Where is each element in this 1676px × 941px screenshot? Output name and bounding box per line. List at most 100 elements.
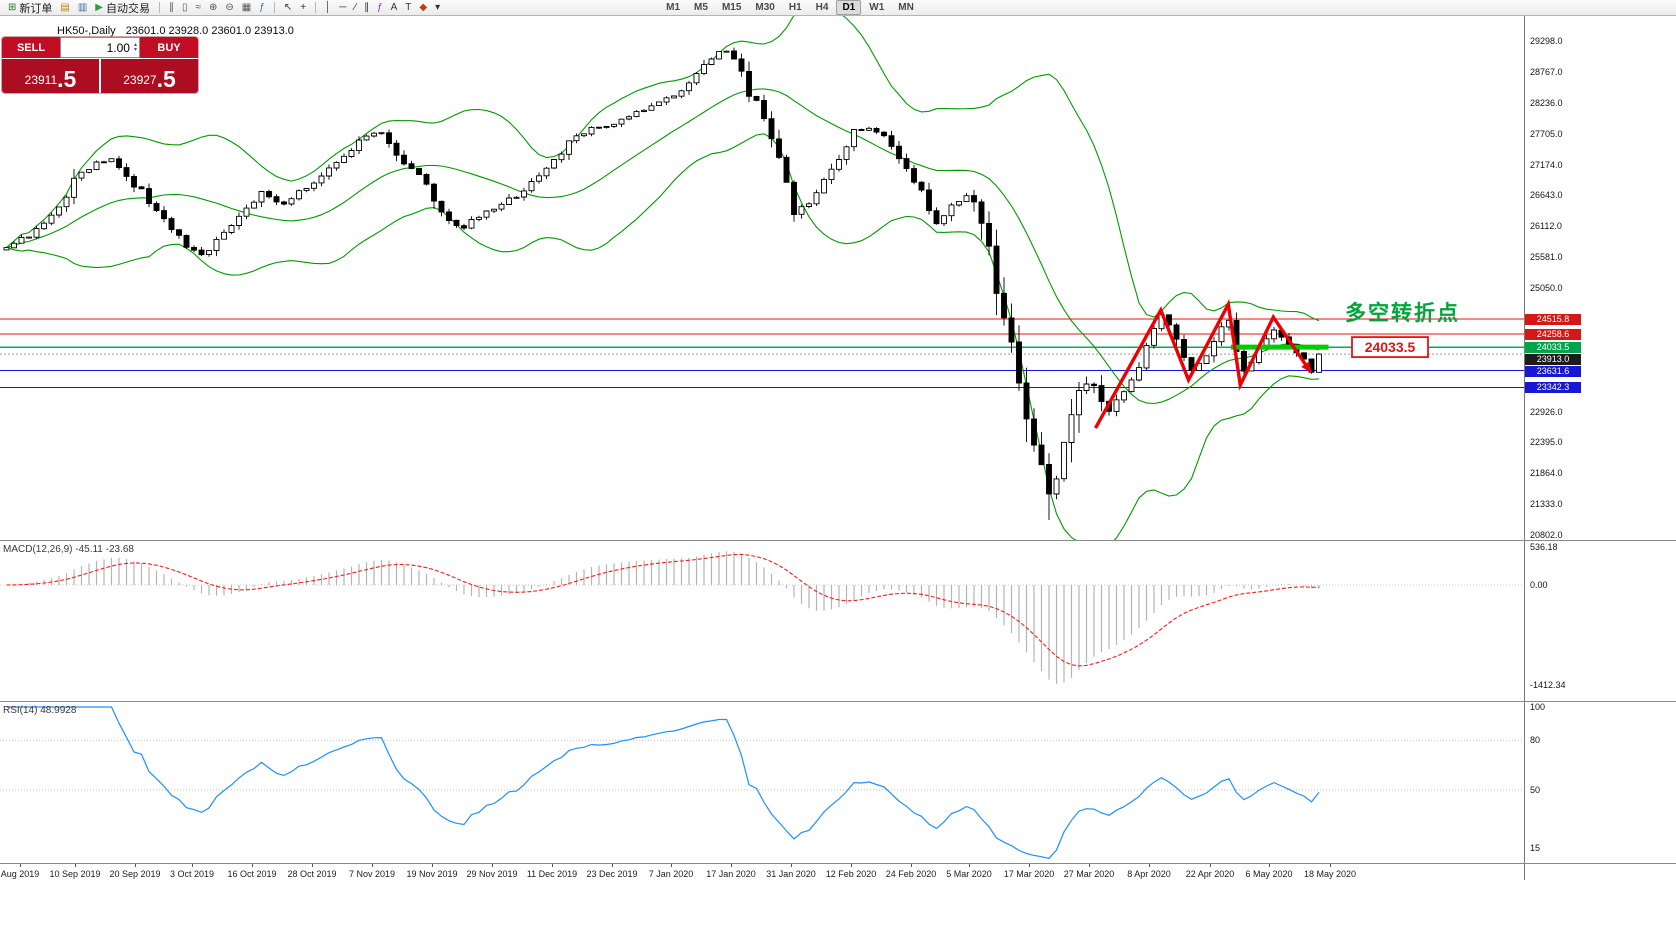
axis-label: 22926.0 <box>1530 407 1563 417</box>
timeframe-w1-button[interactable]: W1 <box>869 2 885 13</box>
axis-label: 25581.0 <box>1530 252 1563 262</box>
text-button[interactable]: A <box>388 1 401 15</box>
candlestick-chart-icon: ▯ <box>182 2 188 13</box>
zigzag-arrow[interactable] <box>1094 298 1313 429</box>
panel-divider-macd-rsi[interactable] <box>0 701 1676 702</box>
volume-input[interactable]: 1.00 ▴ ▾ <box>60 37 140 58</box>
symbol-period-label: HK50-,Daily <box>57 25 116 37</box>
price-label-box[interactable]: 24033.5 <box>1351 336 1429 359</box>
price-tag: 23342.3 <box>1525 382 1581 393</box>
time-label: 11 Dec 2019 <box>526 869 578 879</box>
axis-label: 15 <box>1530 843 1541 853</box>
macd-indicator-label: MACD(12,26,9) -45.11 -23.68 <box>3 544 134 555</box>
time-label: 12 Feb 2020 <box>825 869 877 879</box>
zoom-out-button[interactable]: ⊖ <box>222 1 236 15</box>
toolbar-separator <box>315 2 317 13</box>
time-label: 10 Sep 2019 <box>49 869 101 879</box>
zoom-in-button[interactable]: ⊕ <box>206 1 220 15</box>
text-label-button[interactable]: T <box>402 1 414 15</box>
price-tag: 24258.6 <box>1525 329 1581 340</box>
main-toolbar: ⊞ 新订单 ▤ ▥ ▶ 自动交易 ∥ ▯ ≈ ⊕ ⊖ ▦ ƒ ↖ + │ ─ ∕ ∥ ƒ A T ◆ ▾ M1 M5 M15 M30 H… <box>0 0 1676 16</box>
time-tick <box>75 864 76 867</box>
timeframe-h4-button[interactable]: H4 <box>815 2 829 13</box>
crosshair-button[interactable]: + <box>297 1 309 15</box>
sell-price-button[interactable]: 23911.5 <box>2 59 99 93</box>
buy-price-main: 23927 <box>123 73 157 87</box>
trendline-button[interactable]: ∕ <box>351 1 359 15</box>
autotrading-button[interactable]: ▶ 自动交易 <box>92 1 153 15</box>
time-tick <box>1149 864 1150 867</box>
turning-point-annotation[interactable]: 多空转折点 <box>1345 301 1460 325</box>
timeframe-d1-button[interactable]: D1 <box>836 0 862 15</box>
timeframe-h1-button[interactable]: H1 <box>788 2 802 13</box>
horizontal-level-lines <box>0 318 1524 388</box>
axis-label: 50 <box>1530 785 1541 795</box>
timeframe-m1-button[interactable]: M1 <box>666 2 681 13</box>
price-axis-column[interactable]: 29298.0 28767.0 28236.0 27705.0 27174.0 26643… <box>1524 16 1676 880</box>
time-axis[interactable]: Aug 2019 10 Sep 2019 20 Sep 2019 3 Oct 2019… <box>0 864 1676 880</box>
svg-text:24033.5: 24033.5 <box>1365 339 1416 355</box>
time-tick <box>1210 864 1211 867</box>
sell-button[interactable]: SELL <box>2 37 60 58</box>
time-tick <box>492 864 493 867</box>
timeframe-m30-button[interactable]: M30 <box>755 2 775 13</box>
data-window-button[interactable]: ▥ <box>75 1 90 15</box>
timeframe-m15-button[interactable]: M15 <box>721 2 742 13</box>
axis-label: 28236.0 <box>1530 98 1563 108</box>
spinner-up-icon[interactable]: ▴ <box>133 41 137 48</box>
zoom-in-icon: ⊕ <box>209 2 218 13</box>
arrows-button[interactable]: ◆ <box>416 1 430 15</box>
indicators-button[interactable]: ƒ <box>256 1 268 15</box>
equidistant-channel-button[interactable]: ∥ <box>361 1 372 15</box>
time-tick <box>372 864 373 867</box>
time-tick <box>135 864 136 867</box>
line-chart-button[interactable]: ≈ <box>193 1 205 15</box>
arrows-icon: ◆ <box>419 2 428 13</box>
market-watch-button[interactable]: ▤ <box>57 1 72 15</box>
axis-label: 80 <box>1530 735 1541 745</box>
axis-label: 26643.0 <box>1530 190 1563 200</box>
time-label: 16 Oct 2019 <box>227 869 277 879</box>
crosshair-icon: + <box>300 2 307 13</box>
price-tag: 24033.5 <box>1525 342 1581 353</box>
time-tick <box>731 864 732 867</box>
time-tick <box>791 864 792 867</box>
time-tick <box>312 864 313 867</box>
panel-divider-main-macd[interactable] <box>0 540 1676 541</box>
main-price-chart[interactable]: 多空转折点 24033.5 <box>0 16 1524 540</box>
toolbar-spacer <box>444 7 659 8</box>
time-label: 23 Dec 2019 <box>586 869 638 879</box>
new-order-button[interactable]: ⊞ 新订单 <box>5 1 55 15</box>
time-tick <box>671 864 672 867</box>
text-label-icon: T <box>405 2 412 13</box>
time-label: 3 Oct 2019 <box>169 869 215 879</box>
horizontal-line-button[interactable]: ─ <box>336 1 349 15</box>
timeframe-m5-button[interactable]: M5 <box>694 2 708 13</box>
shapes-dropdown-button[interactable]: ▾ <box>432 1 443 15</box>
axis-label: 21864.0 <box>1530 468 1563 478</box>
indicators-icon: ƒ <box>259 2 265 13</box>
rsi-panel-chart[interactable] <box>0 702 1524 863</box>
time-label: 7 Jan 2020 <box>648 869 694 879</box>
volume-spinner: ▴ ▾ <box>133 41 137 53</box>
buy-button[interactable]: BUY <box>140 37 198 58</box>
timeframe-mn-button[interactable]: MN <box>898 2 914 13</box>
fibonacci-button[interactable]: ƒ <box>374 1 386 15</box>
annotations: 多空转折点 24033.5 <box>1094 298 1460 429</box>
tile-windows-button[interactable]: ▦ <box>239 1 254 15</box>
vertical-line-button[interactable]: │ <box>322 1 334 15</box>
time-tick <box>432 864 433 867</box>
buy-price-button[interactable]: 23927.5 <box>101 59 198 93</box>
axis-label: 536.18 <box>1530 542 1558 552</box>
axis-label: 27705.0 <box>1530 129 1563 139</box>
spinner-down-icon[interactable]: ▾ <box>133 46 137 53</box>
bar-chart-button[interactable]: ∥ <box>166 1 177 15</box>
sell-price-frac: .5 <box>57 66 77 92</box>
time-label: 29 Nov 2019 <box>466 869 518 879</box>
macd-panel-chart[interactable] <box>0 541 1524 701</box>
candlestick-chart-button[interactable]: ▯ <box>179 1 191 15</box>
cursor-button[interactable]: ↖ <box>281 1 295 15</box>
data-window-icon: ▥ <box>77 2 88 13</box>
time-label: 19 Nov 2019 <box>406 869 458 879</box>
equidistant-channel-icon: ∥ <box>364 2 370 13</box>
